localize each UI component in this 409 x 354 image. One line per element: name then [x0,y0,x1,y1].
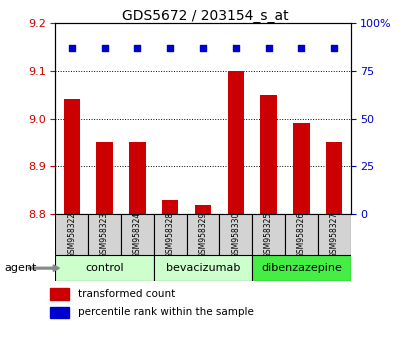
Bar [55,255,153,281]
Bar [50,307,69,318]
Bar [153,214,186,255]
Point [68,45,75,51]
Bar [252,214,284,255]
Text: transformed count: transformed count [78,289,175,299]
Text: GSM958324: GSM958324 [133,211,142,258]
Text: GSM958327: GSM958327 [329,211,338,258]
Bar [260,95,276,214]
Text: GSM958323: GSM958323 [100,211,109,258]
Bar [121,214,153,255]
Point [297,45,304,51]
Bar [50,288,69,299]
Point [166,45,173,51]
Text: GSM958326: GSM958326 [296,211,305,258]
Point [134,45,140,51]
Text: GSM958330: GSM958330 [231,211,240,258]
Bar [88,214,121,255]
Bar [325,143,342,214]
Point [232,45,238,51]
Bar [284,214,317,255]
Bar [55,214,88,255]
Bar [96,143,112,214]
Bar [227,71,243,214]
Bar [129,143,145,214]
Point [199,45,206,51]
Bar [153,255,252,281]
Bar [219,214,252,255]
Point [330,45,337,51]
Point [265,45,271,51]
Bar [292,124,309,214]
Bar [252,255,350,281]
Text: GSM958322: GSM958322 [67,211,76,258]
Text: GSM958329: GSM958329 [198,211,207,258]
Text: agent: agent [4,263,36,273]
Text: bevacizumab: bevacizumab [165,263,240,273]
Text: GDS5672 / 203154_s_at: GDS5672 / 203154_s_at [121,9,288,23]
Bar [317,214,350,255]
Bar [194,205,211,214]
Text: GSM958325: GSM958325 [263,211,272,258]
Text: GSM958328: GSM958328 [165,211,174,258]
Text: control: control [85,263,124,273]
Bar [162,200,178,214]
Bar [63,99,80,214]
Point [101,45,108,51]
Bar [186,214,219,255]
Text: dibenzazepine: dibenzazepine [260,263,341,273]
Text: percentile rank within the sample: percentile rank within the sample [78,307,254,318]
